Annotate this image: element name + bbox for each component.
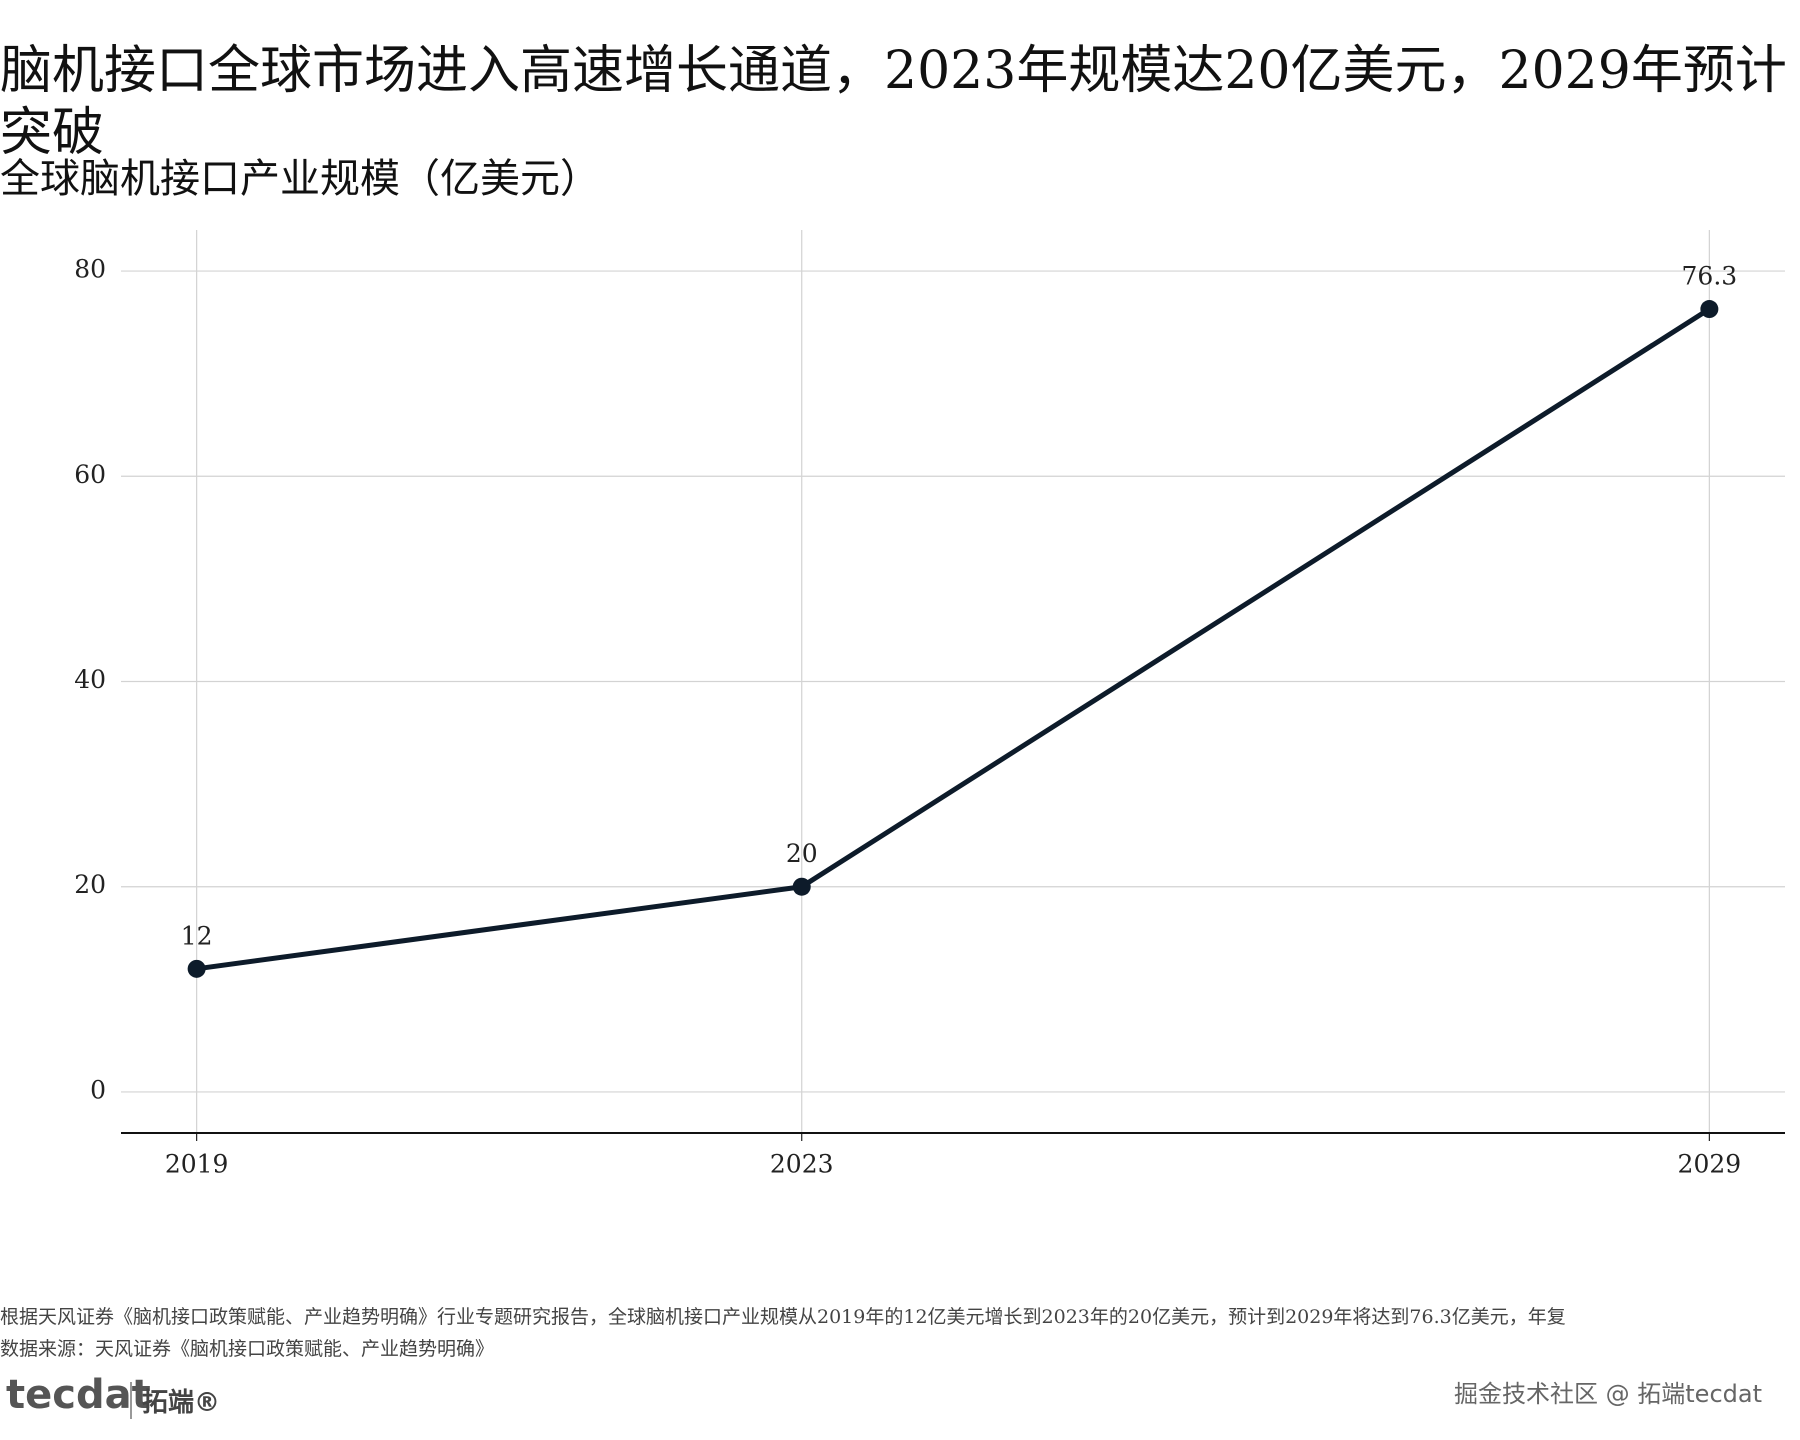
x-tick-label: 2029 [1678, 1150, 1742, 1179]
point [792, 877, 811, 896]
y-tick-label: 80 [74, 255, 106, 284]
x-tick-label: 2019 [165, 1150, 229, 1179]
y-tick-label: 20 [74, 870, 106, 899]
y-tick-label: 40 [74, 665, 106, 694]
point [187, 959, 206, 978]
logo-cn: 拓端® [130, 1382, 220, 1419]
logo: tecdat [6, 1372, 151, 1418]
data-label: 12 [181, 921, 213, 950]
line [196, 306, 1711, 972]
point [1700, 300, 1719, 319]
chart-subtitle: 全球脑机接口产业规模（亿美元） [0, 156, 600, 202]
source: 数据来源：天风证券《脑机接口政策赋能、产业趋势明确》 [0, 1338, 495, 1360]
y-tick-label: 60 [74, 460, 106, 489]
footnote: 根据天风证券《脑机接口政策赋能、产业趋势明确》行业专题研究报告，全球脑机接口产业… [0, 1306, 1566, 1328]
y-tick-label: 0 [90, 1075, 106, 1104]
data-label: 20 [786, 839, 818, 868]
chart-title: 脑机接口全球市场进入高速增长通道，2023年规模达20亿美元，2029年预计突破 [0, 41, 1787, 163]
watermark: 掘金技术社区 @ 拓端tecdat [1454, 1380, 1762, 1408]
x-tick-label: 2023 [770, 1150, 834, 1179]
data-label: 76.3 [1682, 262, 1738, 291]
